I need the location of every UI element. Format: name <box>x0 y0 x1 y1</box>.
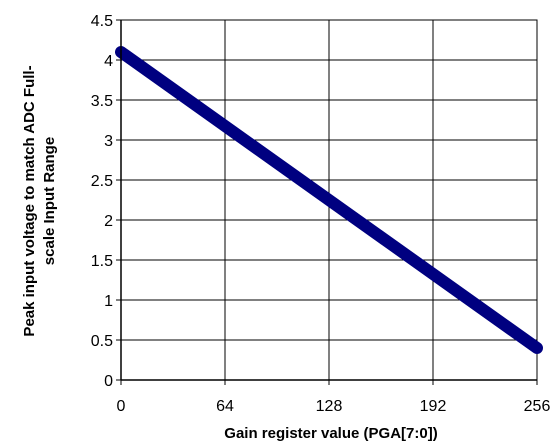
y-tick-label: 1.5 <box>91 253 113 270</box>
y-tick-label: 4 <box>104 53 113 70</box>
y-axis-title-line1: Peak input voltage to match ADC Full- <box>21 65 38 336</box>
x-tick-label: 192 <box>420 398 447 415</box>
series-layer <box>115 46 543 354</box>
y-tick-label: 0.5 <box>91 333 113 350</box>
grid <box>121 19 538 380</box>
x-axis-title: Gain register value (PGA[7:0]) <box>224 425 437 442</box>
y-tick-label: 4.5 <box>91 13 113 30</box>
y-tick-label: 1 <box>104 293 113 310</box>
x-tick-label: 64 <box>216 398 234 415</box>
y-tick-label: 0 <box>104 373 113 390</box>
x-tick-label: 128 <box>316 398 343 415</box>
y-tick-label: 3 <box>104 133 113 150</box>
tick-labels: 0 0.5 1 1.5 2 2.5 3 3.5 4 4.5 0 64 128 192 256 <box>91 13 551 415</box>
y-axis-title-line2: scale Input Range <box>41 137 58 265</box>
axes <box>116 19 538 385</box>
y-tick-label: 2 <box>104 213 113 230</box>
y-tick-label: 2.5 <box>91 173 113 190</box>
series-line-1 <box>115 46 543 354</box>
x-tick-label: 256 <box>524 398 551 415</box>
x-tick-label: 0 <box>117 398 126 415</box>
y-tick-label: 3.5 <box>91 93 113 110</box>
